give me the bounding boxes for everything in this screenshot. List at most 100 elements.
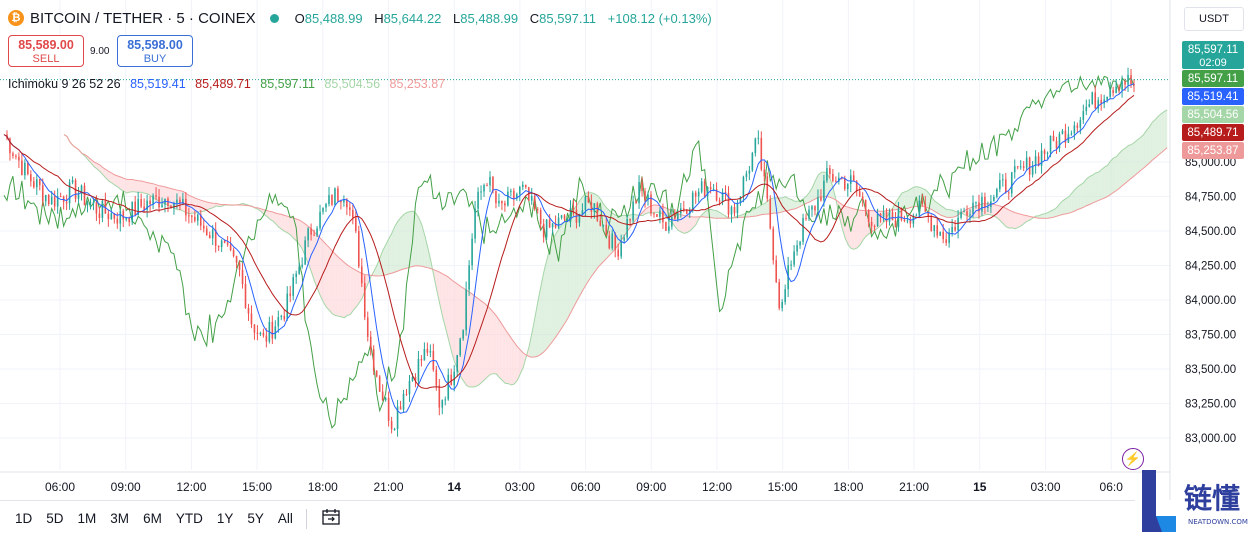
currency-selector[interactable]: USDT <box>1184 7 1244 31</box>
buy-button[interactable]: 85,598.00 BUY <box>117 35 193 67</box>
low-value: 85,488.99 <box>460 10 519 26</box>
ichimoku-cloud-segment <box>1047 211 1051 219</box>
candle-body <box>987 207 989 209</box>
candle-body <box>548 219 551 228</box>
candle-body <box>89 202 92 204</box>
ichimoku-cloud-segment <box>201 200 205 212</box>
candle-body <box>638 182 640 204</box>
x-tick-label: 21:00 <box>899 480 929 494</box>
ichimoku-cloud-segment <box>496 315 500 378</box>
range-1m[interactable]: 1M <box>77 511 97 526</box>
candle-body <box>715 189 718 201</box>
candle-body <box>86 202 89 206</box>
ichimoku-cloud-segment <box>860 210 864 245</box>
ichimoku-cloud-segment <box>654 204 658 213</box>
ichimoku-name: Ichimoku 9 26 52 26 <box>8 77 121 91</box>
candle-body <box>223 240 226 243</box>
ichimoku-cloud-segment <box>436 270 440 304</box>
range-5d[interactable]: 5D <box>46 511 64 526</box>
candle-body <box>226 242 229 245</box>
candle-body <box>1112 90 1114 94</box>
range-ytd[interactable]: YTD <box>175 511 203 526</box>
candle-body <box>1124 81 1126 85</box>
ichimoku-cloud-segment <box>684 215 688 234</box>
ichimoku-cloud-segment <box>615 215 619 249</box>
x-tick-label: 14 <box>448 480 462 494</box>
candle-body <box>674 216 676 220</box>
candle-body <box>516 194 518 199</box>
candle-body <box>498 200 500 204</box>
lightning-icon[interactable]: ⚡ <box>1122 448 1144 470</box>
candle-body <box>125 217 128 220</box>
ichimoku-cloud-segment <box>1015 212 1019 229</box>
ichimoku-cloud-segment <box>910 187 914 208</box>
candle-body <box>799 241 801 246</box>
candle-body <box>900 208 903 220</box>
candle-body <box>656 214 658 217</box>
range-1d[interactable]: 1D <box>15 511 33 526</box>
ichimoku-cloud-segment <box>690 216 694 231</box>
candle-body <box>328 195 330 205</box>
ichimoku-cloud-segment <box>991 204 995 216</box>
candle-body <box>188 215 190 217</box>
ichimoku-cloud-segment <box>421 224 425 268</box>
price-chart[interactable]: 85,000.00 84,750.00 84,500.00 84,250.00 84,0… <box>0 0 1250 500</box>
range-5y[interactable]: 5Y <box>247 511 264 526</box>
candle-body <box>703 181 706 197</box>
candle-body <box>283 315 286 320</box>
candle-body <box>748 170 751 174</box>
ichimoku-cloud-segment <box>448 277 452 352</box>
symbol-title[interactable]: BITCOIN / TETHER · 5 · COINEX <box>30 9 256 27</box>
ichimoku-cloud-segment <box>1050 209 1054 218</box>
ichimoku-cloud-segment <box>388 232 392 274</box>
price-axis-label: 85,519.41 <box>1187 91 1238 103</box>
candle-body <box>471 238 473 266</box>
ichimoku-cloud-segment <box>770 197 774 214</box>
ichimoku-conversion-value: 85,519.41 <box>130 77 186 91</box>
range-1y[interactable]: 1Y <box>216 511 234 526</box>
x-tick-label: 21:00 <box>373 480 403 494</box>
ichimoku-cloud-segment <box>1062 198 1066 215</box>
sell-price: 85,589.00 <box>18 38 74 52</box>
candle-body <box>984 197 986 208</box>
range-6m[interactable]: 6M <box>143 511 162 526</box>
ichimoku-cloud-segment <box>1098 169 1102 201</box>
sell-button[interactable]: 85,589.00 SELL <box>8 35 84 67</box>
ichimoku-legend[interactable]: Ichimoku 9 26 52 26 85,519.41 85,489.71 … <box>8 77 451 91</box>
ichimoku-cloud-segment <box>499 320 503 381</box>
ichimoku-conversion-line <box>3 83 1135 414</box>
range-3m[interactable]: 3M <box>110 511 130 526</box>
candle-body <box>235 255 238 263</box>
candle-body <box>1052 135 1055 141</box>
candle-body <box>277 317 280 327</box>
range-all[interactable]: All <box>277 511 293 526</box>
close-value: 85,597.11 <box>539 10 597 26</box>
candle-body <box>1007 192 1010 194</box>
ichimoku-cloud-segment <box>511 338 515 385</box>
ichimoku-cloud-segment <box>564 217 568 324</box>
candle-body <box>468 265 470 290</box>
candle-body <box>745 173 748 177</box>
ichimoku-cloud-segment <box>347 264 351 316</box>
candle-body <box>939 231 942 236</box>
y-tick-label: 84,500.00 <box>1185 226 1236 238</box>
ichimoku-cloud-segment <box>472 294 476 388</box>
candle-body <box>769 198 772 229</box>
candle-body <box>289 293 292 296</box>
candle-body <box>59 196 62 198</box>
ichimoku-cloud-segment <box>532 316 536 358</box>
candle-body <box>861 196 864 200</box>
candle-body <box>441 400 444 408</box>
ichimoku-cloud-segment <box>377 257 381 276</box>
calendar-range-icon[interactable] <box>321 508 341 529</box>
candle-body <box>659 210 661 217</box>
candle-body <box>650 194 652 214</box>
price-axis-label-bg <box>1182 41 1244 69</box>
candle-body <box>9 138 11 154</box>
candle-body <box>560 215 563 218</box>
candle-body <box>1058 133 1061 149</box>
candle-body <box>322 207 324 212</box>
candle-body <box>495 190 497 204</box>
price-axis-label-bg <box>1182 106 1244 123</box>
candle-body <box>811 206 813 210</box>
